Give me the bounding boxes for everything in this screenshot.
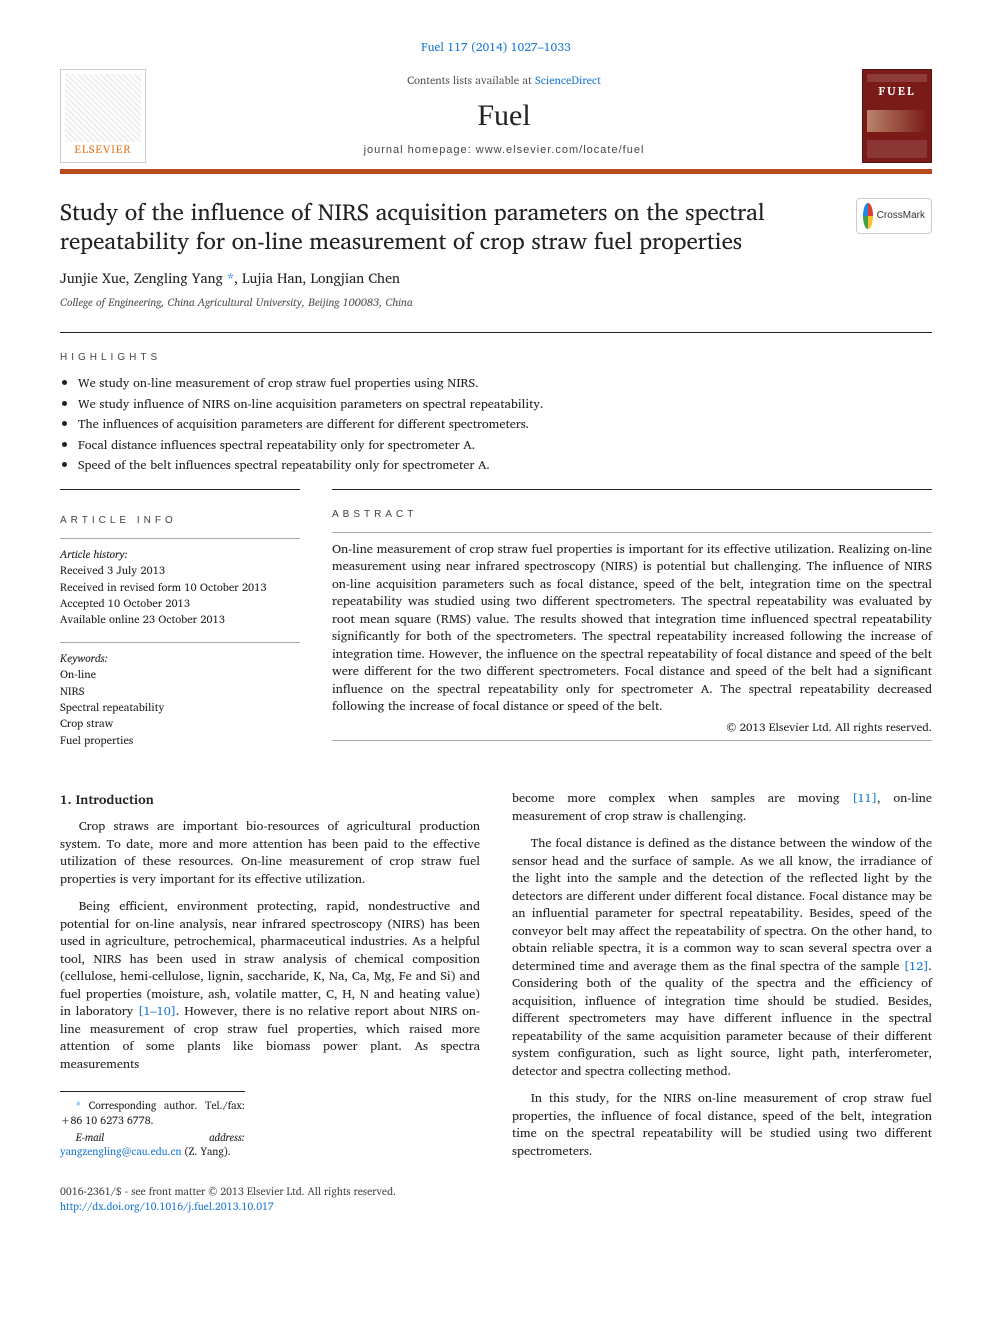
copyright: © 2013 Elsevier Ltd. All rights reserved…: [332, 720, 932, 736]
article-history: Article history: Received 3 July 2013 Re…: [60, 547, 300, 628]
rule: [60, 538, 300, 539]
highlight-item: Speed of the belt influences spectral re…: [78, 457, 932, 475]
keyword: Spectral repeatability: [60, 700, 300, 715]
body-columns: 1. Introduction Crop straws are importan…: [60, 790, 932, 1170]
intro-p2: Being efficient, environment protecting,…: [60, 898, 480, 1073]
cover-bar-icon: [867, 74, 927, 82]
rule: [332, 489, 932, 490]
keyword: Fuel properties: [60, 733, 300, 748]
corr-text: Corresponding author. Tel./fax: +86 10 6…: [60, 1096, 245, 1129]
p3b: . Considering both of the quality of the…: [512, 956, 932, 1081]
highlight-item: The influences of acquisition parameters…: [78, 416, 932, 434]
affiliation: College of Engineering, China Agricultur…: [60, 295, 932, 310]
intro-p1: Crop straws are important bio-resources …: [60, 818, 480, 888]
cover-strip-icon: [867, 110, 927, 132]
contents-line: Contents lists available at ScienceDirec…: [407, 73, 601, 88]
article-info-heading: article info: [60, 508, 300, 528]
corr-footnote: * Corresponding author. Tel./fax: +86 10…: [60, 1098, 245, 1127]
intro-heading: 1. Introduction: [60, 790, 480, 808]
elsevier-logo[interactable]: ELSEVIER: [60, 69, 146, 163]
keywords: Keywords: On-line NIRS Spectral repeatab…: [60, 651, 300, 748]
corresponding-marker[interactable]: *: [227, 267, 234, 290]
ref-link[interactable]: [11]: [852, 788, 877, 808]
keywords-label: Keywords:: [60, 649, 108, 667]
highlights: We study on-line measurement of crop str…: [60, 375, 932, 475]
abstract-heading: abstract: [332, 508, 932, 522]
journal-cover-thumb[interactable]: FUEL: [862, 69, 932, 163]
title-row: Study of the influence of NIRS acquisiti…: [60, 198, 932, 256]
info-abstract-row: article info Article history: Received 3…: [60, 483, 932, 762]
keyword: Crop straw: [60, 716, 300, 731]
journal-header: ELSEVIER Contents lists available at Sci…: [60, 69, 932, 174]
authors-before: Junjie Xue, Zengling Yang: [60, 267, 223, 290]
rule: [332, 740, 932, 741]
highlight-item: We study on-line measurement of crop str…: [78, 375, 932, 393]
journal-homepage[interactable]: journal homepage: www.elsevier.com/locat…: [364, 143, 645, 158]
rule: [60, 332, 932, 333]
email-footnote: E-mail address: yangzengling@cau.edu.cn …: [60, 1130, 245, 1159]
rule: [60, 489, 300, 490]
article-info: article info Article history: Received 3…: [60, 483, 300, 762]
highlight-item: Focal distance influences spectral repea…: [78, 437, 932, 455]
col2-lead: become more complex when samples are mov…: [512, 790, 932, 825]
keyword: On-line: [60, 667, 300, 682]
journal-name: Fuel: [477, 95, 530, 137]
abstract: abstract On-line measurement of crop str…: [332, 483, 932, 762]
history-item: Received in revised form 10 October 2013: [60, 580, 300, 595]
history-item: Available online 23 October 2013: [60, 612, 300, 627]
elsevier-label: ELSEVIER: [75, 142, 132, 157]
p3a: The focal distance is defined as the dis…: [512, 833, 932, 976]
keyword: NIRS: [60, 684, 300, 699]
footnotes: * Corresponding author. Tel./fax: +86 10…: [60, 1091, 245, 1159]
rule: [60, 642, 300, 643]
history-label: Article history:: [60, 545, 128, 563]
sciencedirect-link[interactable]: ScienceDirect: [535, 71, 601, 89]
crossmark-button[interactable]: CrossMark: [856, 198, 932, 234]
history-item: Received 3 July 2013: [60, 563, 300, 578]
citation-link[interactable]: Fuel 117 (2014) 1027–1033: [421, 38, 571, 57]
intro-p3: The focal distance is defined as the dis…: [512, 835, 932, 1080]
top-citation: Fuel 117 (2014) 1027–1033: [60, 40, 932, 57]
cover-title: FUEL: [863, 84, 931, 101]
email-link[interactable]: yangzengling@cau.edu.cn: [60, 1142, 181, 1160]
email-tail: (Z. Yang).: [181, 1142, 230, 1160]
crossmark-icon: [863, 203, 873, 229]
article-title: Study of the influence of NIRS acquisiti…: [60, 198, 846, 256]
abstract-text: On-line measurement of crop straw fuel p…: [332, 541, 932, 716]
authors: Junjie Xue, Zengling Yang *, Lujia Han, …: [60, 269, 932, 289]
cover-band-icon: [867, 140, 927, 158]
authors-after: , Lujia Han, Longjian Chen: [234, 267, 400, 290]
rule: [332, 532, 932, 533]
header-center: Contents lists available at ScienceDirec…: [156, 69, 852, 163]
doi-link[interactable]: http://dx.doi.org/10.1016/j.fuel.2013.10…: [60, 1197, 274, 1215]
crossmark-label: CrossMark: [877, 209, 925, 223]
page-footer: 0016-2361/$ - see front matter © 2013 El…: [60, 1184, 932, 1213]
contents-prefix: Contents lists available at: [407, 71, 535, 89]
intro-p4: In this study, for the NIRS on-line meas…: [512, 1090, 932, 1160]
highlight-item: We study influence of NIRS on-line acqui…: [78, 396, 932, 414]
elsevier-tree-icon: [65, 74, 141, 143]
highlights-heading: highlights: [60, 351, 932, 365]
history-item: Accepted 10 October 2013: [60, 596, 300, 611]
